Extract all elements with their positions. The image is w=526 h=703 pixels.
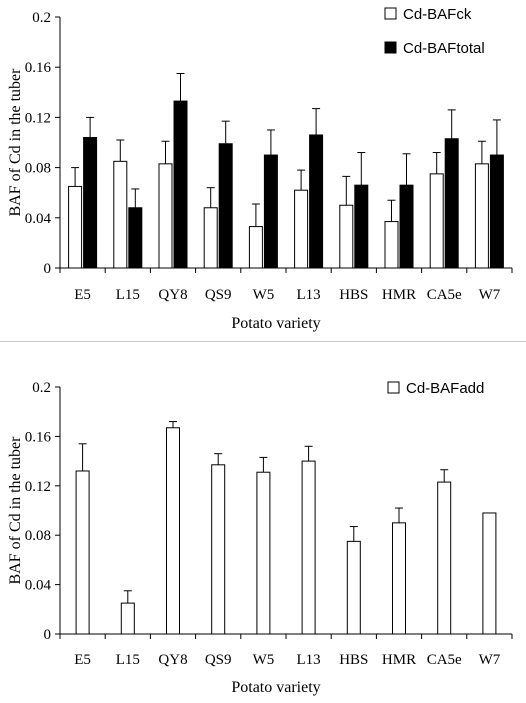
- x-tick-label: CA5e: [427, 652, 462, 668]
- bar-Cd-BAFadd-L15: [120, 602, 135, 635]
- bar-Cd-BAFadd-HMR: [392, 522, 406, 635]
- y-axis-label: BAF of Cd in the tuber: [7, 436, 24, 585]
- bar-Cd-BAFck-QY8: [158, 163, 173, 269]
- x-tick-label: HMR: [382, 287, 416, 303]
- chart-top: 0 0.04 0.08 0.12 0.16 0.2 E5 L15 QY8 QS9 W5 L13 HBS H…: [7, 6, 513, 332]
- bar-Cd-BAFck-QS9: [203, 207, 218, 269]
- x-tick-label: QS9: [205, 652, 232, 668]
- chart-top-panel: 0 0.04 0.08 0.12 0.16 0.2 E5 L15 QY8 QS9 W5 L13 HBS H…: [0, 0, 526, 336]
- bar-Cd-BAFck-HBS: [339, 204, 354, 269]
- x-tick-label: E5: [74, 287, 91, 303]
- x-tick-label: QY8: [158, 652, 187, 668]
- bar-Cd-BAFtotal-HMR: [399, 184, 414, 269]
- x-tick-label: CA5e: [427, 287, 462, 303]
- y-axis-label: BAF of Cd in the tuber: [7, 68, 24, 217]
- bar-Cd-BAFtotal-QY8: [173, 100, 188, 269]
- bar-Cd-BAFadd-E5: [75, 470, 90, 635]
- bar-Cd-BAFadd-W5: [256, 471, 271, 635]
- x-tick-label: L13: [297, 652, 321, 668]
- x-axis-label: Potato variety: [231, 315, 320, 332]
- bar-Cd-BAFck-CA5e: [429, 173, 444, 269]
- x-tick-label: L15: [116, 652, 140, 668]
- bar-Cd-BAFadd-HBS: [346, 540, 361, 635]
- legend-label-Cd-BAFck: Cd-BAFck: [403, 6, 472, 23]
- x-tick-label: HMR: [382, 652, 416, 668]
- y-tick-label: 0.12: [25, 479, 51, 495]
- y-tick-label: 0: [44, 261, 52, 277]
- x-tick-label: W7: [479, 287, 501, 303]
- x-tick-label: L13: [297, 287, 321, 303]
- bar-Cd-BAFck-W5: [248, 226, 263, 269]
- x-tick-label: W5: [253, 652, 275, 668]
- bar-Cd-BAFck-L15: [113, 160, 128, 269]
- x-tick-label: W5: [253, 287, 275, 303]
- bar-Cd-BAFtotal-CA5e: [444, 138, 459, 269]
- y-tick-label: 0.08: [25, 161, 51, 177]
- bar-Cd-BAFtotal-W5: [263, 154, 278, 269]
- legend-swatch-Cd-BAFadd: [387, 381, 400, 394]
- legend-swatch-Cd-BAFck: [384, 7, 397, 20]
- x-tick-label: HBS: [339, 652, 368, 668]
- legend-swatch-Cd-BAFtotal: [384, 41, 397, 54]
- chart-bottom-panel: 0 0.04 0.08 0.12 0.16 0.2 E5 L15 QY8 QS9 W5 L13 HBS H…: [0, 350, 526, 698]
- y-tick-label: 0.04: [25, 211, 52, 227]
- y-tick-label: 0: [44, 627, 52, 643]
- bar-Cd-BAFadd-CA5e: [437, 481, 452, 635]
- bar-Cd-BAFck-E5: [68, 185, 83, 269]
- legend-label-Cd-BAFadd: Cd-BAFadd: [406, 380, 484, 397]
- y-tick-label: 0.2: [32, 380, 51, 396]
- bar-Cd-BAFadd-QY8: [166, 427, 180, 635]
- bar-Cd-BAFtotal-L15: [128, 207, 143, 269]
- y-tick-label: 0.12: [25, 110, 51, 126]
- y-tick-label: 0.16: [25, 429, 52, 445]
- bar-Cd-BAFck-HMR: [384, 221, 399, 269]
- y-tick-label: 0.2: [32, 10, 51, 26]
- bar-Cd-BAFtotal-HBS: [354, 184, 369, 269]
- bar-Cd-BAFtotal-E5: [83, 136, 98, 269]
- bar-Cd-BAFtotal-QS9: [218, 143, 233, 269]
- y-tick-label: 0.08: [25, 528, 51, 544]
- x-tick-label: W7: [479, 652, 501, 668]
- chart-bottom: 0 0.04 0.08 0.12 0.16 0.2 E5 L15 QY8 QS9 W5 L13 HBS H…: [7, 380, 513, 696]
- legend-label-Cd-BAFtotal: Cd-BAFtotal: [403, 40, 485, 57]
- bar-Cd-BAFtotal-W7: [489, 154, 504, 269]
- x-tick-label: L15: [116, 287, 140, 303]
- bar-Cd-BAFtotal-L13: [309, 134, 324, 269]
- bar-Cd-BAFadd-L13: [301, 460, 316, 635]
- x-tick-label: QY8: [158, 287, 187, 303]
- x-axis-label: Potato variety: [231, 679, 320, 696]
- x-tick-label: QS9: [205, 287, 232, 303]
- x-tick-label: HBS: [339, 287, 368, 303]
- bar-Cd-BAFadd-QS9: [211, 464, 226, 635]
- y-tick-label: 0.04: [25, 578, 52, 594]
- panel-divider: [0, 341, 526, 342]
- bar-Cd-BAFck-L13: [294, 189, 309, 269]
- y-tick-label: 0.16: [25, 60, 52, 76]
- bar-Cd-BAFck-W7: [474, 163, 489, 269]
- bar-Cd-BAFadd-W7: [482, 512, 497, 635]
- x-tick-label: E5: [74, 652, 91, 668]
